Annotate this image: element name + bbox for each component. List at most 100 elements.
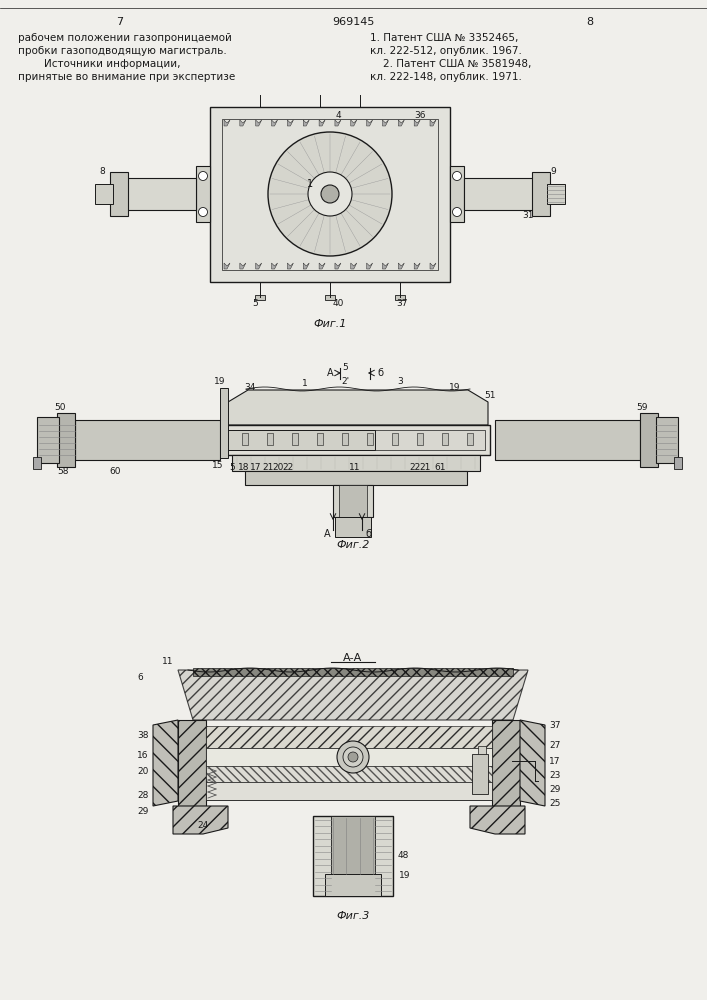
- Polygon shape: [153, 720, 178, 806]
- Text: 2': 2': [341, 377, 349, 386]
- Bar: [196, 166, 210, 222]
- Text: 61: 61: [434, 464, 445, 473]
- Bar: [640, 413, 658, 467]
- Text: рабочем положении газопроницаемой: рабочем положении газопроницаемой: [18, 33, 232, 43]
- Polygon shape: [319, 263, 325, 269]
- Text: 16: 16: [137, 750, 148, 760]
- Polygon shape: [271, 263, 278, 269]
- Bar: [442, 433, 448, 445]
- Text: 5: 5: [342, 362, 348, 371]
- Bar: [342, 433, 348, 445]
- Text: 36: 36: [414, 110, 426, 119]
- Bar: [242, 433, 248, 445]
- Bar: [656, 417, 678, 463]
- Text: 8: 8: [99, 166, 105, 176]
- Polygon shape: [256, 263, 262, 269]
- Circle shape: [199, 172, 207, 180]
- Bar: [495, 420, 640, 460]
- Text: 11: 11: [349, 464, 361, 473]
- Text: 37: 37: [549, 720, 561, 730]
- Bar: [206, 726, 492, 748]
- Text: 31: 31: [522, 212, 534, 221]
- Polygon shape: [351, 120, 357, 126]
- Polygon shape: [224, 120, 230, 126]
- Bar: [225, 425, 490, 455]
- Bar: [222, 119, 438, 270]
- Bar: [210, 107, 450, 282]
- Bar: [472, 754, 488, 794]
- Text: 1: 1: [307, 179, 313, 189]
- Circle shape: [452, 208, 462, 217]
- Bar: [322, 228, 338, 234]
- Polygon shape: [430, 120, 436, 126]
- Polygon shape: [430, 263, 436, 269]
- Polygon shape: [414, 263, 420, 269]
- Circle shape: [308, 172, 352, 216]
- Text: 29: 29: [549, 786, 561, 794]
- Text: 9: 9: [550, 166, 556, 176]
- Polygon shape: [178, 670, 528, 720]
- Text: 2. Патент США № 3581948,: 2. Патент США № 3581948,: [370, 59, 532, 69]
- Bar: [178, 720, 206, 806]
- Bar: [37, 417, 59, 463]
- Text: Фиг.2: Фиг.2: [337, 540, 370, 550]
- Bar: [193, 668, 513, 676]
- Text: 20: 20: [137, 768, 148, 776]
- Text: 28: 28: [137, 790, 148, 800]
- Bar: [674, 457, 682, 469]
- Text: б: б: [377, 368, 383, 378]
- Polygon shape: [240, 263, 246, 269]
- Text: 17: 17: [549, 758, 561, 766]
- Polygon shape: [173, 806, 228, 834]
- Polygon shape: [256, 120, 262, 126]
- Text: 38: 38: [137, 730, 148, 740]
- Bar: [325, 295, 335, 300]
- Text: 19: 19: [214, 377, 226, 386]
- Text: пробки газоподводящую магистраль.: пробки газоподводящую магистраль.: [18, 46, 227, 56]
- Text: 22: 22: [409, 464, 421, 473]
- Bar: [220, 388, 228, 458]
- Bar: [57, 413, 75, 467]
- Text: 50: 50: [54, 402, 66, 412]
- Text: кл. 222-148, опублик. 1971.: кл. 222-148, опублик. 1971.: [370, 72, 522, 82]
- Circle shape: [452, 172, 462, 180]
- Circle shape: [321, 185, 339, 203]
- Text: 21: 21: [419, 464, 431, 473]
- Bar: [467, 433, 473, 445]
- Bar: [206, 766, 492, 782]
- Bar: [464, 178, 535, 210]
- Text: 48: 48: [397, 852, 409, 860]
- Text: 18: 18: [238, 464, 250, 473]
- Text: 51: 51: [484, 391, 496, 400]
- Circle shape: [199, 208, 207, 217]
- Bar: [478, 746, 486, 754]
- Polygon shape: [287, 263, 293, 269]
- Bar: [532, 172, 550, 216]
- Text: 15: 15: [212, 460, 223, 470]
- Text: 22: 22: [282, 464, 293, 473]
- Polygon shape: [335, 120, 341, 126]
- Bar: [492, 720, 520, 806]
- Bar: [222, 119, 438, 270]
- Bar: [325, 874, 381, 896]
- Bar: [95, 184, 113, 204]
- Circle shape: [268, 132, 392, 256]
- Text: 60: 60: [110, 466, 121, 476]
- Bar: [333, 485, 373, 517]
- Text: 29: 29: [137, 808, 148, 816]
- Polygon shape: [335, 263, 341, 269]
- Text: А-А: А-А: [344, 653, 363, 663]
- Polygon shape: [367, 263, 373, 269]
- Text: 23: 23: [549, 770, 561, 780]
- Bar: [206, 748, 492, 766]
- Text: 25: 25: [549, 800, 561, 808]
- Polygon shape: [303, 263, 309, 269]
- Bar: [206, 782, 492, 800]
- Text: Источники информации,: Источники информации,: [18, 59, 180, 69]
- Bar: [255, 295, 265, 300]
- Bar: [110, 172, 128, 216]
- Text: 34: 34: [245, 383, 256, 392]
- Text: 58: 58: [57, 466, 69, 476]
- Text: Фиг.3: Фиг.3: [337, 911, 370, 921]
- Polygon shape: [319, 120, 325, 126]
